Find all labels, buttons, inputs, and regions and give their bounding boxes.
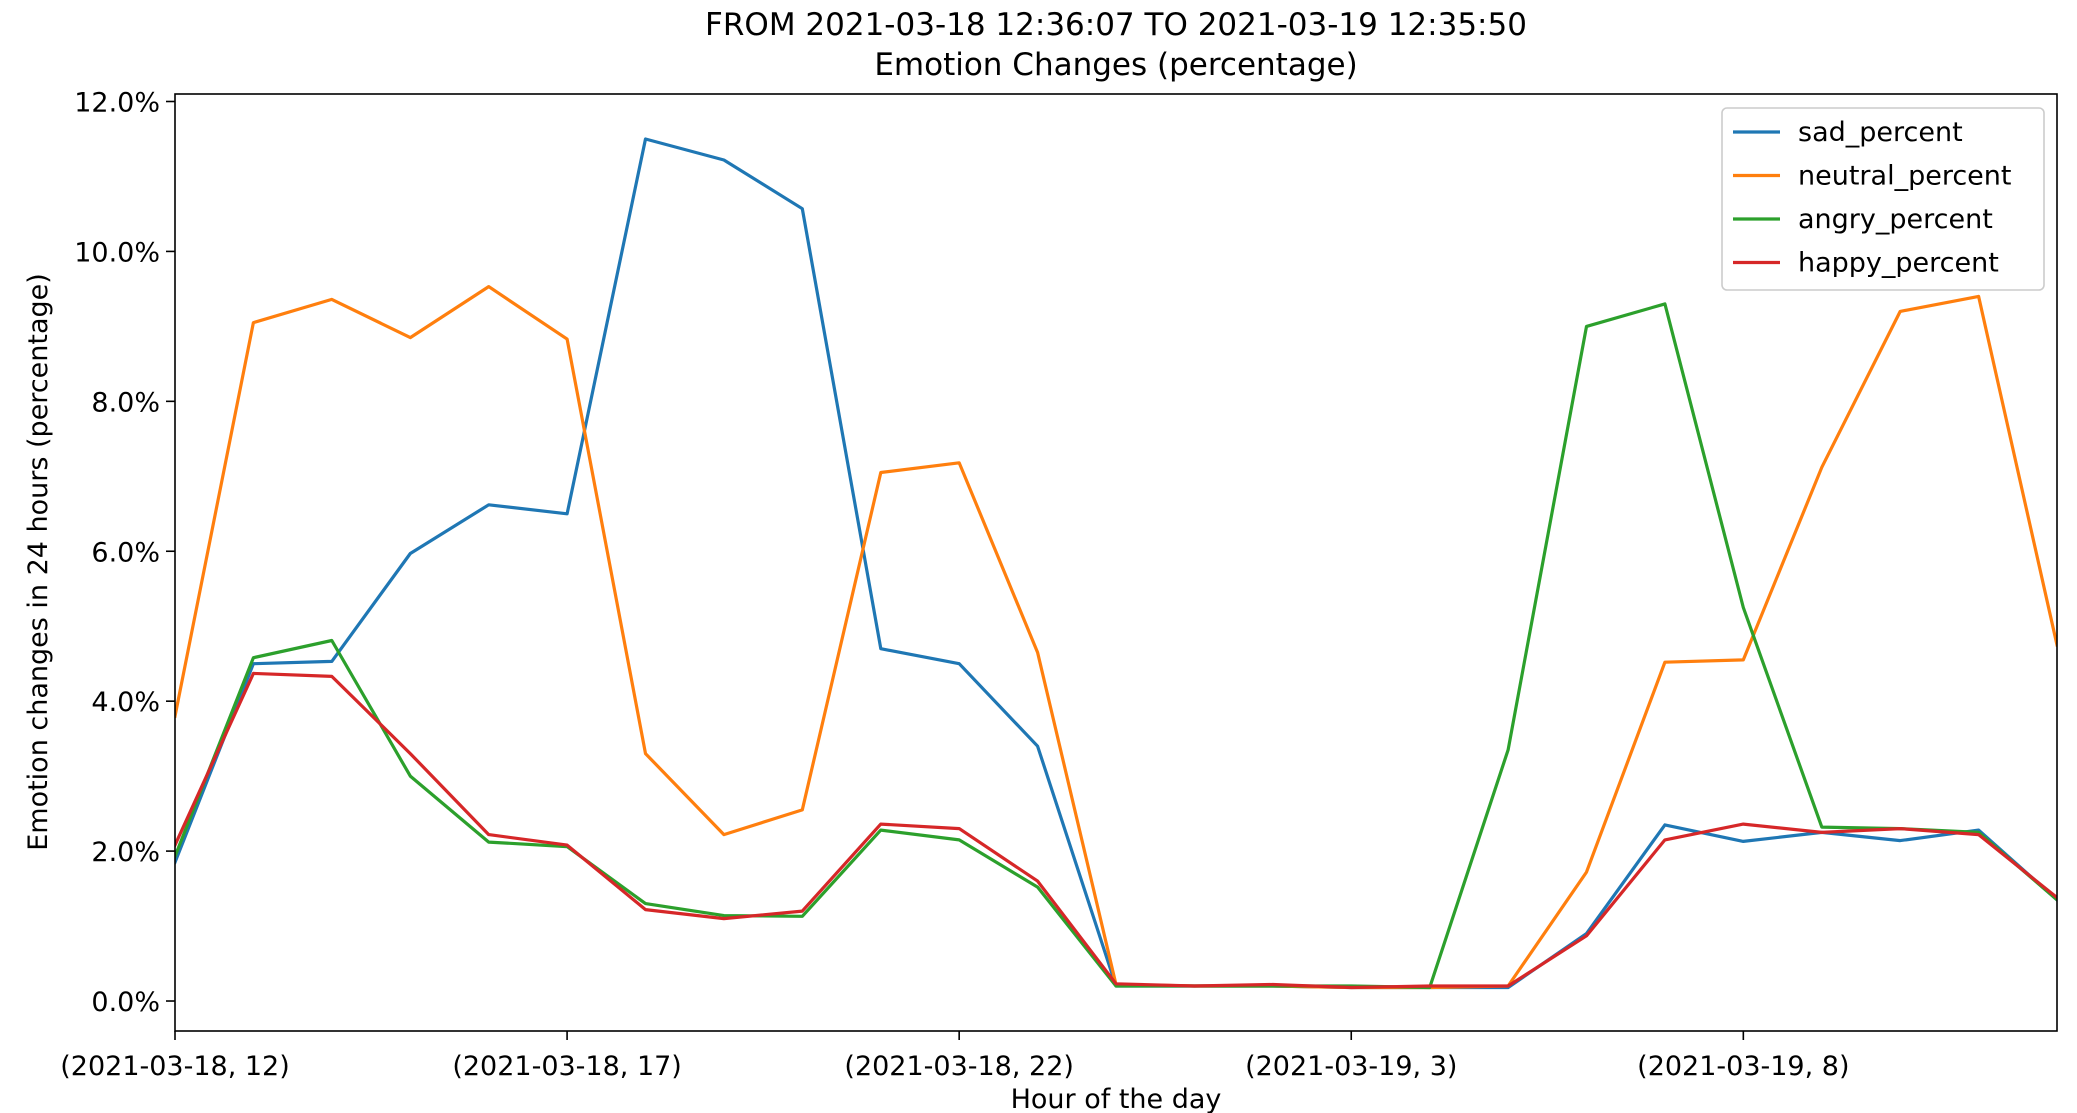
series-line-happy-percent <box>175 671 2057 990</box>
y-axis-label: Emotion changes in 24 hours (percentage) <box>23 273 54 851</box>
legend-label: happy_percent <box>1798 248 1999 279</box>
x-tick-label: (2021-03-18, 17) <box>452 1051 682 1082</box>
y-tick-label: 8.0% <box>91 387 160 418</box>
plot-frame <box>174 93 2058 1032</box>
chart-title: FROM 2021-03-18 12:36:07 TO 2021-03-19 1… <box>705 7 1527 43</box>
y-tick-label: 2.0% <box>91 837 160 868</box>
legend: sad_percent neutral_percent angry_percenth… <box>1721 107 2045 291</box>
y-tick-label: 12.0% <box>74 87 160 118</box>
y-axis-ticks: 0.0% 2.0% 4.0% 6.0% 8.0% 10.0% 12.0% <box>74 87 175 1018</box>
x-tick-label: (2021-03-19, 8) <box>1637 1051 1849 1082</box>
series-layer <box>175 137 2057 990</box>
chart-subtitle: Emotion Changes (percentage) <box>874 47 1357 83</box>
x-axis-label: Hour of the day <box>1011 1084 1222 1113</box>
y-tick-label: 4.0% <box>91 687 160 718</box>
y-tick-label: 0.0% <box>91 987 160 1018</box>
y-tick-label: 6.0% <box>91 537 160 568</box>
legend-label: sad_percent <box>1798 117 1963 148</box>
x-tick-label: (2021-03-18, 12) <box>60 1051 290 1082</box>
series-line-neutral-percent <box>175 285 2057 990</box>
x-tick-label: (2021-03-18, 22) <box>844 1051 1074 1082</box>
y-tick-label: 10.0% <box>74 237 160 268</box>
legend-label: angry_percent <box>1798 204 1993 235</box>
x-tick-label: (2021-03-19, 3) <box>1245 1051 1457 1082</box>
legend-label: neutral_percent <box>1798 161 2011 192</box>
series-line-angry-percent <box>175 302 2057 990</box>
x-axis-ticks: (2021-03-18, 12) (2021-03-18, 17) (2021-03… <box>60 1031 1849 1082</box>
plot-area <box>175 137 2057 990</box>
legend-box <box>1721 107 2045 291</box>
